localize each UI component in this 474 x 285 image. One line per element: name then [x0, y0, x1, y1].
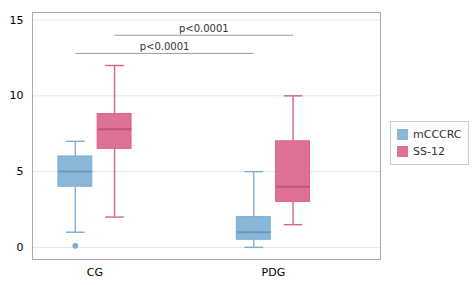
- svg-text:10: 10: [10, 89, 24, 102]
- svg-text:PDG: PDG: [262, 266, 286, 279]
- svg-text:5: 5: [17, 165, 24, 178]
- svg-text:CG: CG: [87, 266, 103, 279]
- svg-text:15: 15: [10, 14, 24, 27]
- svg-text:0: 0: [17, 241, 24, 254]
- html-text:mCCCRC: mCCCRC: [413, 127, 462, 141]
- svg-text:p<0.0001: p<0.0001: [140, 41, 190, 52]
- html-text:SS-12: SS-12: [413, 144, 445, 158]
- svg-text:p<0.0001: p<0.0001: [179, 23, 229, 34]
